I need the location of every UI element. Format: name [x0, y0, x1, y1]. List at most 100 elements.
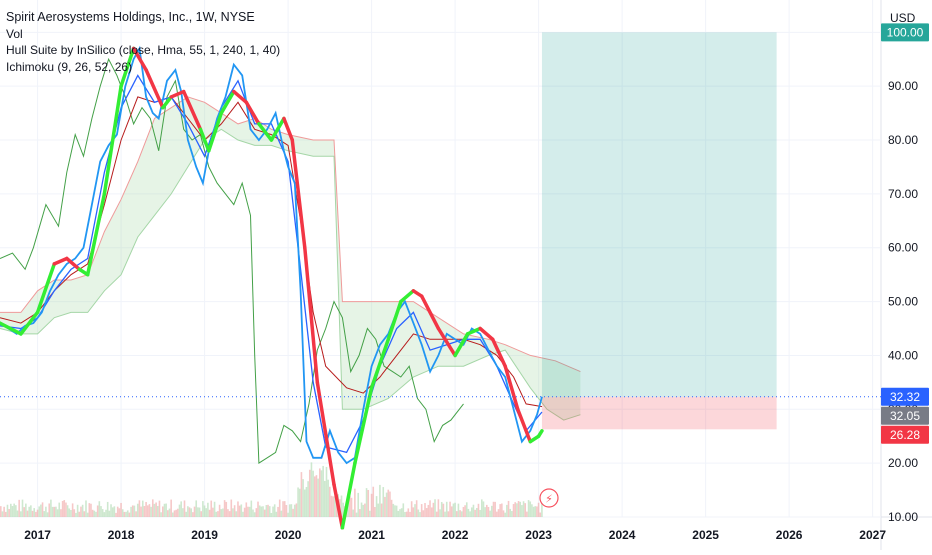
hull-segment: [340, 461, 357, 530]
volume-bar: [387, 489, 390, 517]
time-axis[interactable]: 2017 2018 2019 2020 2021 2022 2023 2024 2025 2026…: [24, 528, 886, 542]
volume-bar: [322, 465, 324, 517]
volume-bar: [247, 506, 249, 517]
volume-bar: [425, 508, 428, 517]
volume-bar: [417, 509, 420, 517]
volume-bar: [347, 500, 349, 517]
volume-bar: [374, 506, 376, 517]
price-axis[interactable]: USD 10.0020.0030.0040.0050.0060.0070.008…: [881, 11, 929, 524]
volume-bar: [228, 511, 231, 517]
volume-legend[interactable]: Vol: [6, 26, 23, 41]
risk-reward-zone[interactable]: [541, 32, 777, 430]
volume-bar: [155, 502, 157, 517]
volume-bar: [90, 503, 92, 517]
volume-bar: [65, 502, 67, 517]
volume-bar: [51, 506, 54, 517]
volume-bar: [460, 511, 463, 517]
hull-segment: [282, 116, 295, 142]
volume-bar: [395, 505, 398, 517]
volume-bar: [135, 511, 137, 517]
price-label[interactable]: 100.00: [887, 25, 924, 39]
volume-bar: [512, 504, 515, 517]
price-label-bg[interactable]: [881, 406, 929, 425]
volume-bar: [91, 509, 94, 517]
volume-bar: [0, 506, 2, 517]
volume-bar: [340, 495, 343, 517]
volume-bar: [482, 501, 485, 517]
volume-bar: [215, 511, 218, 517]
price-label-bg[interactable]: [881, 425, 929, 444]
price-label-bg[interactable]: [881, 23, 929, 42]
price-label[interactable]: 26.28: [890, 428, 920, 442]
volume-bar: [432, 502, 435, 517]
volume-bar: [35, 511, 37, 517]
hull-segment: [353, 386, 374, 465]
volume-bar: [502, 510, 505, 517]
volume-bar: [364, 503, 366, 517]
hull-segment: [19, 310, 40, 336]
symbol-title[interactable]: Spirit Aerosystems Holdings, Inc., 1W, N…: [6, 10, 255, 24]
volume-bar: [327, 479, 329, 517]
volume-bar: [230, 499, 233, 517]
volume-bar: [55, 506, 57, 517]
volume-bar: [263, 509, 266, 517]
hull-suite-legend[interactable]: Hull Suite by InSilico (close, Hma, 55, …: [6, 43, 281, 57]
volume-bar: [308, 469, 311, 517]
volume-bar: [73, 509, 76, 517]
volume-bar: [430, 507, 433, 517]
hull-segment: [478, 326, 495, 342]
loss-zone[interactable]: [541, 396, 777, 430]
volume-bar: [354, 488, 356, 517]
volume-bar: [167, 510, 169, 517]
earnings-marker[interactable]: ⚡: [539, 488, 559, 508]
hull-segment: [269, 116, 286, 142]
hull-segment: [315, 380, 336, 487]
volume-bar: [278, 499, 281, 517]
volume-bar: [81, 504, 84, 517]
volume-bar: [158, 500, 161, 517]
volume-bar: [414, 504, 416, 517]
volume-bar: [178, 504, 181, 517]
price-label[interactable]: 32.05: [890, 409, 920, 423]
volume-bar: [243, 507, 246, 517]
volume-bar: [524, 503, 527, 517]
price-label-bg[interactable]: [881, 387, 929, 406]
volume-bar: [38, 506, 41, 517]
volume-bar: [138, 500, 141, 517]
hull-segment: [244, 100, 261, 126]
volume-bar: [40, 504, 42, 517]
volume-bar: [140, 506, 142, 517]
volume-bar: [531, 504, 533, 517]
volume-bar: [317, 478, 319, 517]
volume-bar: [318, 468, 321, 517]
volume-bar: [85, 500, 87, 517]
ichimoku-legend[interactable]: Ichimoku (9, 26, 52, 26): [6, 59, 133, 74]
volume-bar: [516, 503, 518, 517]
profit-zone[interactable]: [541, 32, 777, 397]
price-label[interactable]: 32.32: [890, 390, 920, 404]
volume-bar: [400, 508, 403, 517]
volume-bar: [225, 501, 228, 517]
volume-bar: [534, 506, 537, 517]
volume-bar: [409, 511, 411, 517]
volume-bar: [529, 501, 532, 517]
hull-segment: [85, 192, 107, 277]
hull-segment: [290, 138, 307, 250]
volume-bar: [399, 509, 401, 517]
volume-bar: [96, 505, 99, 517]
volume-bar: [379, 484, 381, 517]
earnings-icon[interactable]: ⚡: [545, 494, 553, 506]
volume-bar: [143, 506, 146, 517]
volume-bar: [464, 505, 466, 517]
hull-segment: [369, 337, 391, 390]
earnings-icon-circle[interactable]: [539, 488, 559, 508]
hull-segment: [181, 89, 203, 131]
x-tick-label: 2026: [776, 528, 803, 542]
volume-bar: [83, 511, 86, 517]
hull-segment: [453, 332, 470, 358]
x-tick-label: 2017: [24, 528, 51, 542]
volume-bar: [420, 504, 423, 517]
x-tick-label: 2019: [191, 528, 218, 542]
